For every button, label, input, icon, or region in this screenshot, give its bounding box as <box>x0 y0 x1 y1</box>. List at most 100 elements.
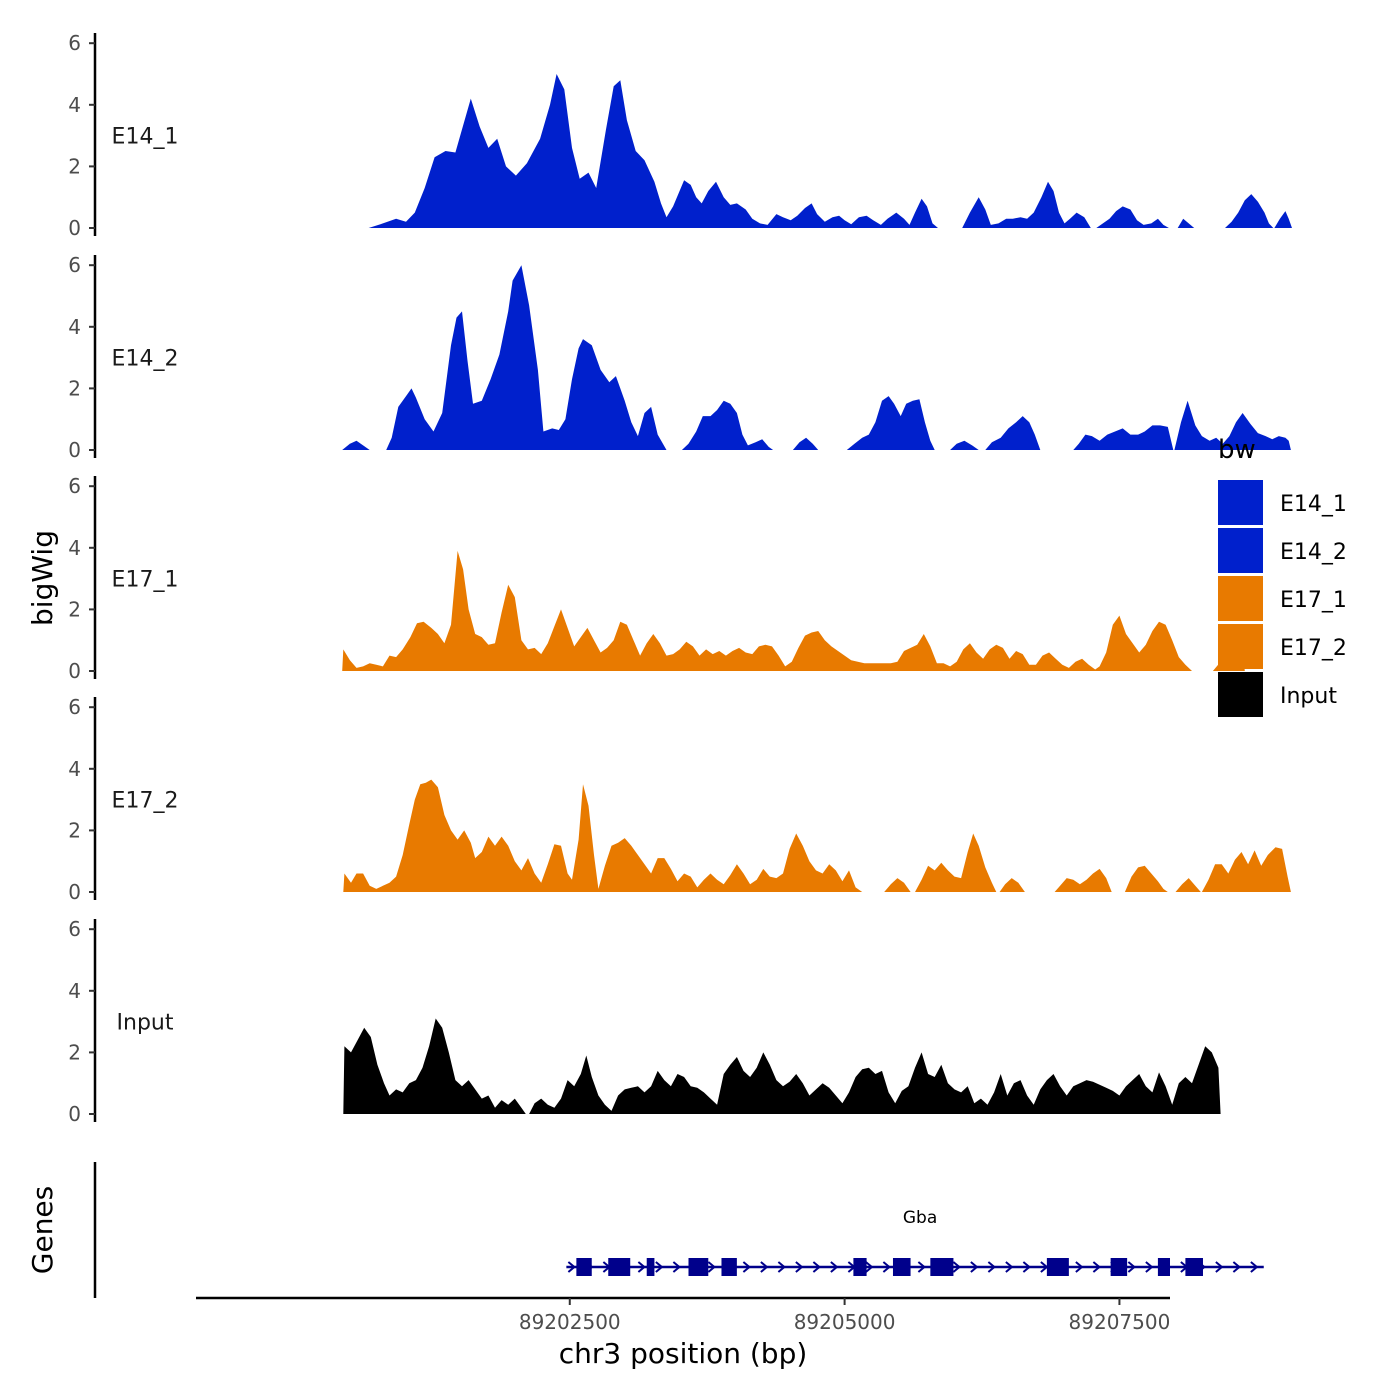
y-axis-title: bigWig <box>26 530 59 626</box>
gene-exon-3 <box>688 1258 709 1276</box>
gene-exon-2 <box>646 1258 655 1276</box>
signal-area-e14-2-8 <box>1174 400 1291 450</box>
y-tick-label: 0 <box>68 880 81 904</box>
strand-arrow <box>1092 1261 1101 1273</box>
strand-arrow <box>1127 1261 1136 1273</box>
track-label: E17_2 <box>112 789 179 814</box>
genes-axis-title: Genes <box>26 1186 59 1274</box>
y-tick-label: 2 <box>68 818 81 842</box>
signal-area-e17-2-6 <box>1175 878 1201 892</box>
legend-key-e14-1 <box>1218 480 1263 525</box>
y-tick-label: 2 <box>68 597 81 621</box>
strand-arrow <box>567 1261 576 1273</box>
strand-arrow <box>760 1261 769 1273</box>
signal-area-e17-2-1 <box>884 878 911 892</box>
y-tick-label: 6 <box>68 253 81 277</box>
strand-arrow <box>672 1261 681 1273</box>
signal-area-e14-2-1 <box>386 265 667 450</box>
strand-arrow <box>865 1261 874 1273</box>
gene-exon-6 <box>892 1258 911 1276</box>
y-tick-label: 0 <box>68 1102 81 1126</box>
y-tick-label: 0 <box>68 659 81 683</box>
y-tick-label: 4 <box>68 979 81 1003</box>
gene-label: Gba <box>903 1208 937 1228</box>
signal-area-e14-2-7 <box>1073 425 1174 450</box>
y-tick-label: 0 <box>68 216 81 240</box>
gene-exon-4 <box>721 1258 737 1276</box>
strand-arrow <box>1075 1261 1084 1273</box>
strand-arrow <box>795 1261 804 1273</box>
y-tick-label: 4 <box>68 315 81 339</box>
y-tick-label: 4 <box>68 757 81 781</box>
legend-label: E14_1 <box>1280 492 1347 517</box>
signal-area-e17-2-7 <box>1201 847 1291 892</box>
strand-arrow <box>1145 1261 1154 1273</box>
gene-exon-8 <box>1046 1258 1069 1276</box>
signal-area-e14-1-5 <box>1274 211 1292 228</box>
signal-area-e14-2-4 <box>846 396 935 450</box>
y-tick-label: 6 <box>68 31 81 55</box>
signal-area-e14-2-3 <box>792 437 819 450</box>
strand-arrow <box>1250 1261 1259 1273</box>
legend-label: E14_2 <box>1280 540 1347 565</box>
strand-arrow <box>637 1261 646 1273</box>
legend-label: E17_1 <box>1280 588 1347 613</box>
signal-area-e17-2-4 <box>1054 868 1112 892</box>
legend-label: Input <box>1280 684 1337 709</box>
legend-key-input <box>1218 672 1263 717</box>
legend-key-e14-2 <box>1218 528 1263 573</box>
signal-area-e14-1-4 <box>1225 194 1274 228</box>
y-tick-label: 0 <box>68 438 81 462</box>
gene-exon-5 <box>853 1258 867 1276</box>
track-label: E14_1 <box>112 125 179 150</box>
signal-area-e14-2-6 <box>985 416 1041 450</box>
y-tick-label: 4 <box>68 536 81 560</box>
x-axis-title: chr3 position (bp) <box>559 1337 808 1370</box>
signal-area-e14-1-2 <box>1096 206 1169 228</box>
gene-exon-7 <box>930 1258 954 1276</box>
strand-arrow <box>1005 1261 1014 1273</box>
strand-arrow <box>917 1261 926 1273</box>
strand-arrow <box>970 1261 979 1273</box>
y-tick-label: 6 <box>68 474 81 498</box>
strand-arrow <box>812 1261 821 1273</box>
track-label: E17_1 <box>112 568 179 593</box>
x-tick-label: 89205000 <box>794 1310 896 1334</box>
strand-arrow <box>1215 1261 1224 1273</box>
signal-area-e17-2-5 <box>1124 865 1168 892</box>
y-tick-label: 4 <box>68 93 81 117</box>
signal-area-e14-2-5 <box>950 440 979 450</box>
strand-arrow <box>1232 1261 1241 1273</box>
legend-label: E17_2 <box>1280 636 1347 661</box>
strand-arrow <box>707 1261 716 1273</box>
strand-arrow <box>952 1261 961 1273</box>
signal-area-e17-2-0 <box>343 779 863 892</box>
gene-exon-0 <box>576 1258 592 1276</box>
track-label: E14_2 <box>112 347 179 372</box>
gene-exon-1 <box>608 1258 631 1276</box>
strand-arrow <box>1040 1261 1049 1273</box>
strand-arrow <box>830 1261 839 1273</box>
x-tick-label: 89207500 <box>1069 1310 1171 1334</box>
y-tick-label: 2 <box>68 376 81 400</box>
signal-area-e17-1-0 <box>342 550 1192 671</box>
gene-exon-11 <box>1185 1258 1203 1276</box>
y-tick-label: 6 <box>68 695 81 719</box>
signal-area-e14-2-2 <box>681 400 774 450</box>
signal-area-e14-2-0 <box>342 440 370 450</box>
y-tick-label: 2 <box>68 1040 81 1064</box>
gene-exon-9 <box>1110 1258 1128 1276</box>
legend-key-e17-2 <box>1218 624 1263 669</box>
signal-area-e17-2-3 <box>999 878 1025 892</box>
signal-area-input-0 <box>343 1018 526 1114</box>
signal-area-e14-1-0 <box>368 74 939 228</box>
legend-title: bw <box>1218 435 1256 465</box>
strand-arrow <box>655 1261 664 1273</box>
strand-arrow <box>882 1261 891 1273</box>
signal-area-e14-1-1 <box>962 181 1091 228</box>
y-tick-label: 2 <box>68 154 81 178</box>
legend-key-e17-1 <box>1218 576 1263 621</box>
signal-area-e14-1-3 <box>1177 218 1195 228</box>
signal-area-e17-2-2 <box>915 833 997 892</box>
